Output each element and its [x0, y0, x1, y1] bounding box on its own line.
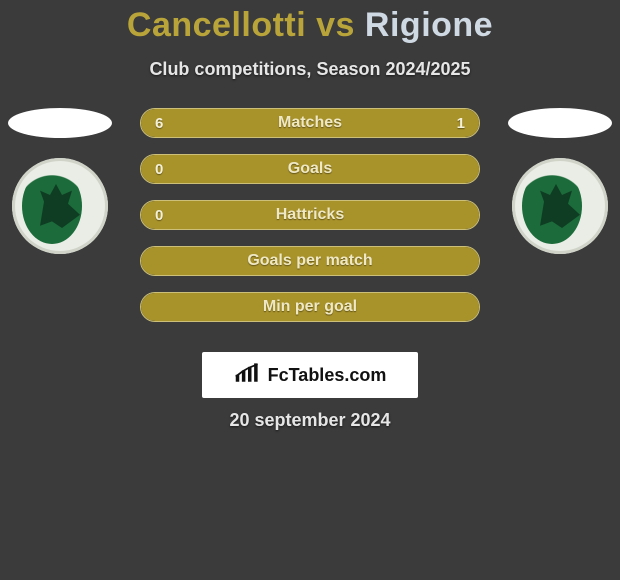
bar-chart-icon	[234, 362, 262, 389]
left-player-ellipse	[8, 108, 112, 138]
right-player-col	[500, 108, 620, 254]
bar-value-right	[451, 247, 479, 275]
page-title: Cancellotti vs Rigione	[0, 0, 620, 45]
stat-bar: Goals per match	[140, 246, 480, 276]
stage: Cancellotti vs Rigione Club competitions…	[0, 0, 620, 580]
bar-value-left: 0	[141, 201, 177, 229]
brand-badge: FcTables.com	[202, 352, 418, 398]
bar-value-right	[451, 293, 479, 321]
subtitle: Club competitions, Season 2024/2025	[0, 59, 620, 80]
bar-value-right: 1	[443, 109, 479, 137]
bar-value-right	[451, 201, 479, 229]
stat-bar: 0 Hattricks	[140, 200, 480, 230]
comparison-area: 6 Matches 1 0 Goals 0 Hattricks	[0, 108, 620, 348]
stat-bars: 6 Matches 1 0 Goals 0 Hattricks	[140, 108, 480, 322]
right-player-ellipse	[508, 108, 612, 138]
bar-label: Goals per match	[247, 252, 372, 270]
bar-value-left: 6	[141, 109, 177, 137]
snapshot-date: 20 september 2024	[0, 410, 620, 431]
bar-label: Matches	[278, 114, 342, 132]
brand-text: FcTables.com	[268, 365, 387, 386]
title-left: Cancellotti vs	[127, 6, 355, 44]
title-right: Rigione	[365, 6, 493, 44]
bar-value-right	[451, 155, 479, 183]
bar-label: Goals	[288, 160, 332, 178]
bar-value-left: 0	[141, 155, 177, 183]
stat-bar: Min per goal	[140, 292, 480, 322]
bar-label: Hattricks	[276, 206, 344, 224]
right-club-crest-icon	[512, 158, 608, 254]
bar-fill-left	[141, 109, 411, 137]
bar-label: Min per goal	[263, 298, 357, 316]
stat-bar: 6 Matches 1	[140, 108, 480, 138]
bar-value-left	[141, 293, 169, 321]
left-club-crest-icon	[12, 158, 108, 254]
stat-bar: 0 Goals	[140, 154, 480, 184]
left-player-col	[0, 108, 120, 254]
bar-value-left	[141, 247, 169, 275]
